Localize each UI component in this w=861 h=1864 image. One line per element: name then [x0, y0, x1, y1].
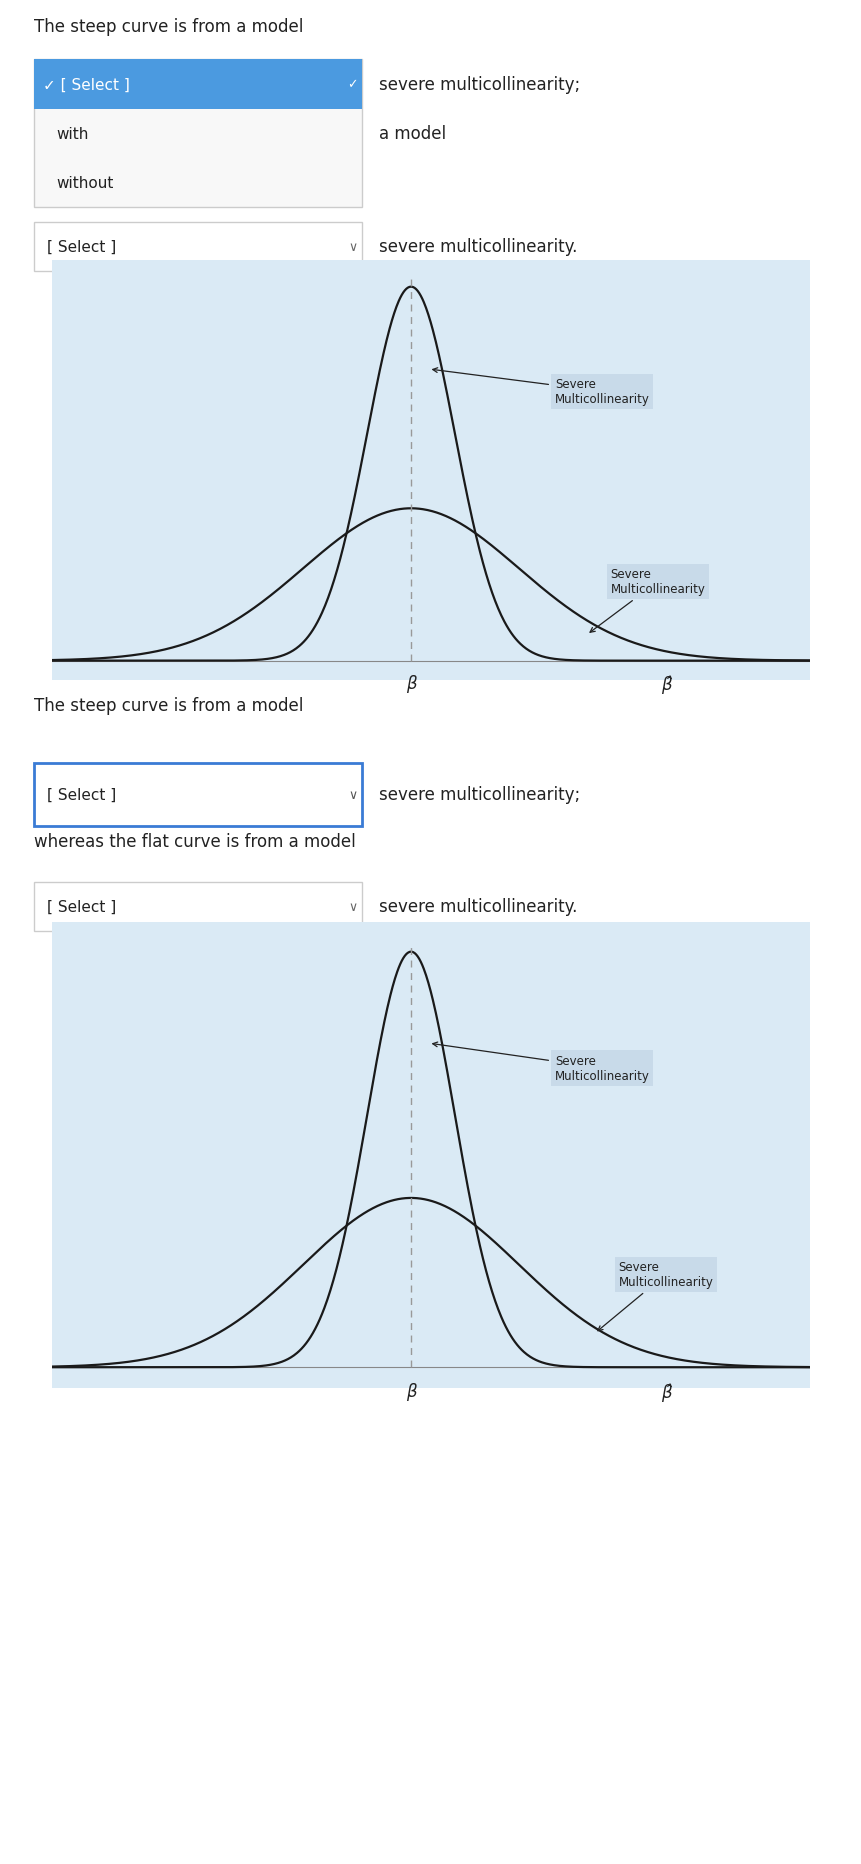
Text: β̂: β̂: [660, 1383, 671, 1402]
Text: severe multicollinearity.: severe multicollinearity.: [379, 898, 577, 915]
Text: The steep curve is from a model: The steep curve is from a model: [34, 17, 304, 35]
Text: ∨: ∨: [348, 900, 357, 913]
Text: ✓: ✓: [347, 78, 357, 91]
Text: Severe
Multicollinearity: Severe Multicollinearity: [432, 369, 649, 406]
Text: severe multicollinearity;: severe multicollinearity;: [379, 76, 579, 93]
Text: ∨: ∨: [348, 240, 357, 254]
Text: Severe
Multicollinearity: Severe Multicollinearity: [590, 569, 704, 634]
Text: ✓ [ Select ]: ✓ [ Select ]: [43, 78, 130, 93]
Text: [ Select ]: [ Select ]: [47, 787, 116, 802]
Text: Severe
Multicollinearity: Severe Multicollinearity: [598, 1260, 713, 1331]
Text: Severe
Multicollinearity: Severe Multicollinearity: [432, 1042, 649, 1083]
Text: [ Select ]: [ Select ]: [47, 240, 116, 255]
Text: [ Select ]: [ Select ]: [47, 898, 116, 913]
Text: with: with: [56, 127, 89, 142]
Text: ∨: ∨: [348, 788, 357, 802]
FancyBboxPatch shape: [34, 764, 362, 826]
FancyBboxPatch shape: [34, 882, 362, 932]
Text: β: β: [406, 675, 416, 693]
Text: The steep curve is from a model: The steep curve is from a model: [34, 697, 304, 714]
FancyBboxPatch shape: [34, 60, 362, 110]
Text: without: without: [56, 175, 114, 190]
Text: severe multicollinearity;: severe multicollinearity;: [379, 787, 579, 803]
FancyBboxPatch shape: [34, 60, 362, 207]
Text: β: β: [406, 1383, 416, 1400]
Text: severe multicollinearity.: severe multicollinearity.: [379, 239, 577, 255]
Text: whereas the flat curve is from a model: whereas the flat curve is from a model: [34, 833, 356, 850]
Text: a model: a model: [379, 125, 446, 144]
Text: β̂: β̂: [660, 675, 671, 693]
FancyBboxPatch shape: [34, 222, 362, 272]
